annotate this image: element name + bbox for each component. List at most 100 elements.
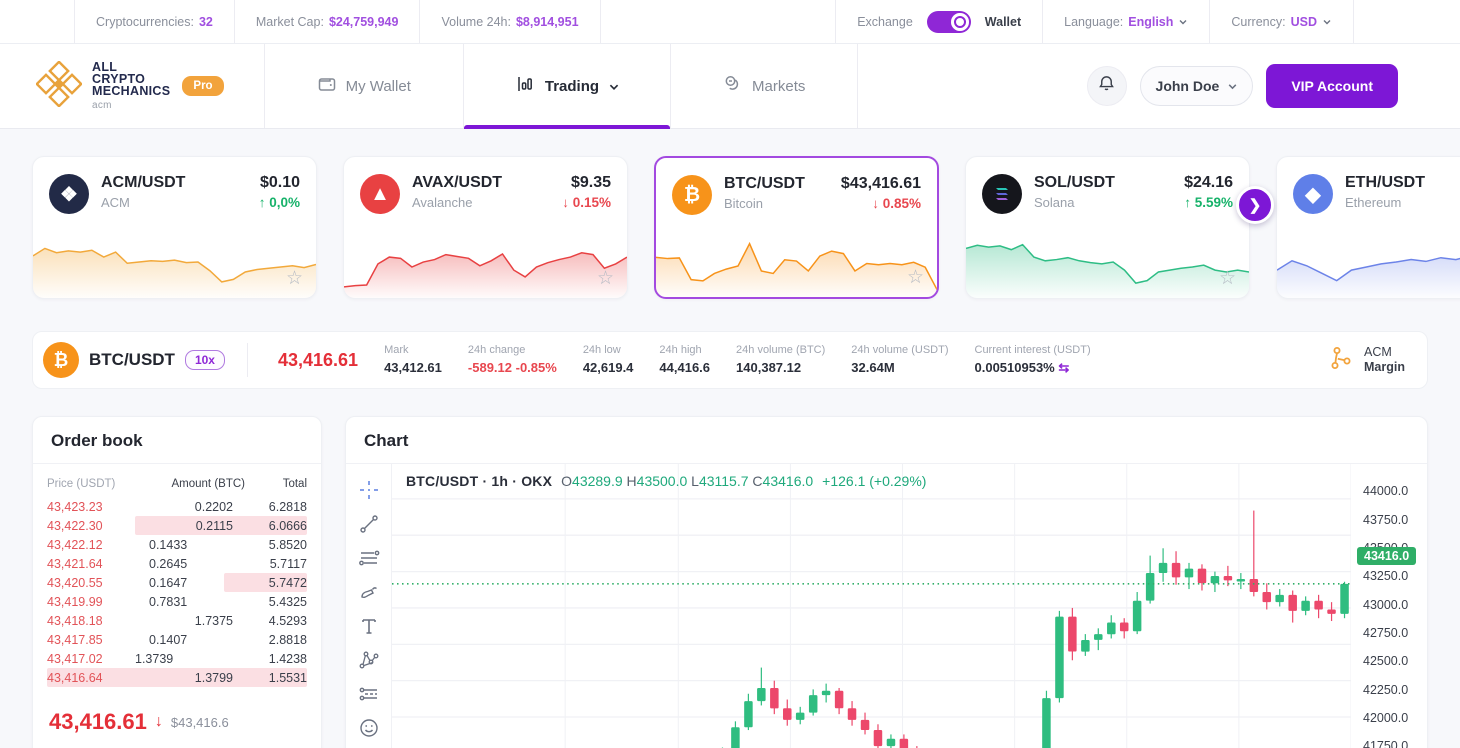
nav-my-wallet[interactable]: My Wallet (263, 44, 463, 128)
chart-panel: Chart BTC/USDT · 1h · OKX O43289.9 H4350… (345, 416, 1428, 748)
last-price: 43,416.61 (49, 709, 147, 734)
swap-icon[interactable]: ⇆ (1054, 360, 1070, 375)
divider (246, 343, 248, 377)
user-menu[interactable]: John Doe (1139, 66, 1254, 106)
currency-value: USD (1290, 14, 1317, 29)
acm-icon: ❖ (49, 174, 89, 214)
ticker-stat-value: 44,416.6 (659, 360, 711, 375)
acm-margin[interactable]: ACM Margin (1329, 345, 1405, 375)
ticker-stat-label: 24h low (582, 344, 621, 356)
axis-tick: 43750.0 (1363, 512, 1409, 527)
order-book-row[interactable]: 43,423.23 0.2202 6.2818 (47, 497, 307, 516)
ticker-stat: 24h low 42,619.4 (583, 344, 634, 376)
ob-amount: 1.3799 (194, 670, 233, 685)
ob-amount: 0.1433 (149, 537, 188, 552)
card-sparkline (656, 235, 937, 297)
favorite-star-icon[interactable]: ☆ (1218, 268, 1236, 289)
ob-price: 43,417.85 (47, 632, 103, 647)
order-book-row[interactable]: 43,417.02 1.3739 1.4238 (47, 649, 307, 668)
text-icon[interactable] (354, 612, 384, 639)
chart-legend: BTC/USDT · 1h · OKX O43289.9 H43500.0 L4… (406, 473, 926, 489)
ob-price: 43,417.02 (47, 651, 103, 666)
order-book-row[interactable]: 43,420.55 0.1647 5.7472 (47, 573, 307, 592)
pattern-icon[interactable] (354, 646, 384, 673)
order-book-row[interactable]: 43,418.18 1.7375 4.5293 (47, 611, 307, 630)
currency-selector[interactable]: Currency: USD (1209, 0, 1354, 43)
language-selector[interactable]: Language: English (1042, 0, 1209, 43)
language-label: Language: (1064, 14, 1124, 29)
cards-next-button[interactable]: ❯ (1236, 186, 1274, 224)
nav-markets[interactable]: Markets (670, 44, 859, 128)
market-card-sol[interactable]: SOL/USDT Solana $24.16 ↑ 5.59% ☆ (965, 156, 1250, 299)
card-coin-name: Avalanche (412, 195, 473, 210)
header: ALL CRYPTO MECHANICS acm Pro My Wallet T… (0, 44, 1460, 129)
market-card-avax[interactable]: ▲ AVAX/USDT Avalanche $9.35 ↓ 0.15% ☆ (343, 156, 628, 299)
ob-amount: 1.7375 (194, 613, 233, 628)
leverage-badge[interactable]: 10x (184, 350, 225, 370)
user-name: John Doe (1155, 78, 1220, 94)
ticker-stat: 24h volume (BTC) 140,387.12 (736, 344, 825, 376)
ob-amount: 0.2645 (149, 556, 188, 571)
card-names: ETH/USDT Ethereum (1345, 174, 1460, 210)
ob-amount: 0.1647 (149, 575, 188, 590)
favorite-star-icon[interactable]: ☆ (596, 268, 614, 289)
card-sparkline (33, 236, 316, 298)
card-change: ↑ 0,0% (258, 195, 300, 210)
emoji-icon[interactable] (354, 714, 384, 741)
ticker-stat-value: 42,619.4 (582, 360, 634, 375)
order-book-rows: 43,423.23 0.2202 6.2818 43,422.30 0.2115 6.06… (47, 497, 307, 687)
ticker-stat-label: 24h volume (BTC) (736, 344, 826, 356)
ticker-stat-label: 24h change (467, 344, 526, 356)
ticker-stat-value: 32.64M (851, 360, 895, 375)
card-price: $43,416.61 (840, 175, 921, 192)
ticker-last-price: 43,416.61 (277, 349, 359, 370)
ob-total: 5.4325 (268, 594, 307, 609)
crosshair-icon[interactable] (354, 476, 384, 503)
ob-total: 1.5531 (268, 670, 307, 685)
ob-price: 43,422.12 (47, 537, 103, 552)
card-sparkline (344, 236, 627, 298)
brush-icon[interactable] (354, 578, 384, 605)
legend-key: L (691, 473, 699, 489)
ticker-stat-label: Current interest (USDT) (974, 344, 1091, 356)
order-book-row[interactable]: 43,419.99 0.7831 5.4325 (47, 592, 307, 611)
exchange-wallet-toggle[interactable] (926, 10, 971, 33)
wallet-label: Wallet (984, 14, 1022, 29)
active-tab-underline (463, 125, 671, 129)
order-book-row[interactable]: 43,422.12 0.1433 5.8520 (47, 535, 307, 554)
candlestick-chart[interactable] (392, 464, 1351, 748)
trend-line-icon[interactable] (354, 510, 384, 537)
axis-tick: 41750.0 (1363, 739, 1409, 748)
margin-branch-icon (1329, 345, 1355, 375)
card-pair: AVAX/USDT (412, 174, 503, 191)
order-book-row[interactable]: 43,417.85 0.1407 2.8818 (47, 630, 307, 649)
card-change: ↓ 0.15% (562, 195, 611, 210)
logo[interactable]: ALL CRYPTO MECHANICS acm Pro (0, 44, 264, 128)
notifications-button[interactable] (1086, 66, 1127, 106)
card-sparkline (1277, 236, 1460, 298)
nav-trading[interactable]: Trading (462, 44, 671, 129)
depth-bar (47, 668, 307, 687)
position-lines-icon[interactable] (354, 680, 384, 707)
favorite-star-icon[interactable]: ☆ (285, 268, 303, 289)
card-pair: ACM/USDT (101, 174, 186, 191)
order-book-row[interactable]: 43,416.64 1.3799 1.5531 (47, 668, 307, 687)
order-book-row[interactable]: 43,422.30 0.2115 6.0666 (47, 516, 307, 535)
ob-amount: 0.7831 (149, 594, 188, 609)
ob-total: 5.8520 (268, 537, 307, 552)
favorite-star-icon[interactable]: ☆ (906, 267, 924, 288)
card-names: ACM/USDT ACM (101, 174, 247, 210)
price-axis[interactable]: 44000.043750.043500.043250.043000.042750… (1351, 464, 1427, 748)
market-card-btc[interactable]: ₿ BTC/USDT Bitcoin $43,416.61 ↓ 0.85% ☆ (654, 156, 939, 299)
fib-lines-icon[interactable] (354, 544, 384, 571)
card-change: ↓ 0.85% (872, 196, 921, 211)
card-header: ❖ ACM/USDT ACM $0.10 ↑ 0,0% (33, 157, 316, 214)
ticker-stat-value: 0.00510953% ⇆ (974, 360, 1070, 375)
order-book-row[interactable]: 43,421.64 0.2645 5.7117 (47, 554, 307, 573)
ob-amount: 0.2202 (194, 499, 233, 514)
card-pair: SOL/USDT (1034, 174, 1115, 191)
vip-account-button[interactable]: VIP Account (1266, 64, 1398, 108)
market-card-acm[interactable]: ❖ ACM/USDT ACM $0.10 ↑ 0,0% ☆ (32, 156, 317, 299)
card-sparkline (966, 236, 1249, 298)
